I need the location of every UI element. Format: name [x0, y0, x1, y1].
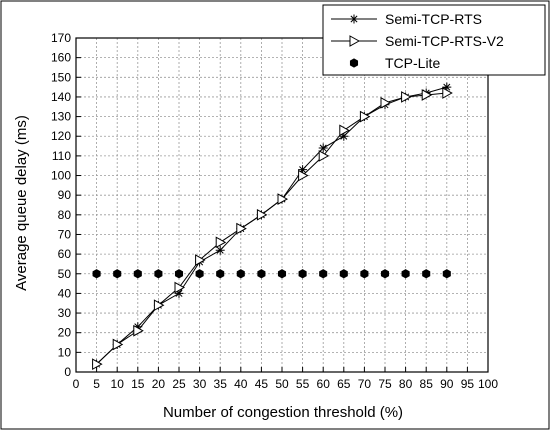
y-tick-label: 100	[51, 169, 71, 183]
hexagon-marker	[277, 269, 287, 279]
hexagon-marker	[113, 269, 122, 279]
hexagon-marker	[257, 269, 266, 279]
x-tick-label: 100	[478, 377, 498, 391]
x-tick-label: 80	[399, 377, 413, 391]
y-tick-label: 120	[51, 129, 71, 143]
triangle-marker	[298, 169, 309, 182]
x-tick-label: 10	[111, 377, 125, 391]
x-axis-title: Number of congestion threshold (%)	[163, 404, 403, 421]
triangle-marker	[359, 110, 371, 123]
triangle-marker	[349, 35, 361, 47]
triangle-marker	[92, 358, 103, 370]
x-tick-label: 95	[461, 377, 475, 391]
legend-label: Semi-TCP-RTS-V2	[385, 33, 504, 49]
triangle-marker	[277, 193, 289, 205]
y-tick-label: 170	[51, 31, 71, 45]
y-tick-label: 70	[58, 227, 72, 241]
hexagon-marker	[360, 269, 369, 279]
hexagon-marker	[154, 269, 163, 279]
triangle-marker	[215, 236, 227, 249]
y-tick-label: 80	[58, 208, 72, 222]
asterisk-marker	[133, 322, 143, 332]
hexagon-marker	[349, 58, 359, 68]
asterisk-marker	[349, 14, 359, 24]
triangle-marker	[153, 299, 165, 312]
triangle-marker	[380, 96, 392, 109]
x-tick-label: 85	[420, 377, 434, 391]
triangle-marker	[401, 91, 412, 103]
y-tick-label: 30	[58, 306, 72, 320]
series-group	[92, 82, 453, 370]
hexagon-marker	[133, 269, 142, 279]
hexagon-marker	[401, 269, 410, 279]
axes: 0 5 10 15 20 25 30 35 40 45 50 55 60 65 70 75 80 85 90 95 10…	[51, 31, 498, 391]
y-tick-label: 60	[58, 247, 72, 261]
x-tick-label: 20	[152, 377, 166, 391]
hexagon-marker	[195, 269, 204, 279]
y-tick-label: 10	[58, 345, 72, 359]
hexagon-marker	[422, 269, 431, 279]
hexagon-marker	[380, 269, 390, 279]
hexagon-marker	[319, 269, 328, 279]
triangle-marker	[112, 338, 124, 351]
y-tick-label: 40	[58, 286, 72, 300]
hexagon-marker	[236, 269, 245, 279]
x-tick-label: 35	[214, 377, 228, 391]
triangle-marker	[236, 222, 247, 235]
legend-box	[322, 4, 546, 76]
y-tick-label: 0	[64, 365, 71, 379]
x-tick-label: 5	[93, 377, 100, 391]
asterisk-marker	[318, 143, 328, 153]
asterisk-marker	[298, 165, 308, 175]
triangle-marker	[318, 150, 330, 162]
hexagon-marker	[339, 269, 348, 279]
y-tick-label: 140	[51, 90, 71, 104]
y-axis-title: Average queue delay (ms)	[13, 115, 30, 291]
triangle-marker	[174, 281, 186, 294]
triangle-marker	[339, 124, 350, 137]
y-tick-label: 20	[58, 326, 72, 340]
x-tick-label: 55	[296, 377, 310, 391]
triangle-marker	[442, 87, 453, 99]
hexagon-marker	[92, 269, 101, 279]
series-tcp-lite	[92, 269, 451, 279]
asterisk-marker	[339, 131, 349, 141]
x-tick-label: 30	[193, 377, 207, 391]
legend: Semi-TCP-RTS Semi-TCP-RTS-V2 TCP-Lite	[322, 4, 546, 76]
legend-label: Semi-TCP-RTS	[385, 11, 482, 27]
y-tick-label: 90	[58, 188, 72, 202]
y-tick-label: 50	[58, 267, 72, 281]
hexagon-marker	[174, 269, 184, 279]
hexagon-marker	[216, 269, 225, 279]
x-tick-label: 45	[255, 377, 269, 391]
x-tick-label: 90	[440, 377, 454, 391]
x-tick-label: 15	[131, 377, 145, 391]
asterisk-marker	[174, 288, 184, 298]
series-semi-tcp-rts-v2	[92, 87, 453, 370]
y-tick-label: 130	[51, 110, 71, 124]
x-tick-label: 0	[73, 377, 80, 391]
hexagon-marker	[442, 269, 451, 279]
x-tick-label: 65	[337, 377, 351, 391]
hexagon-marker	[298, 269, 307, 279]
y-tick-label: 150	[51, 70, 71, 84]
triangle-marker	[256, 208, 268, 221]
triangle-marker	[195, 254, 206, 266]
legend-label: TCP-Lite	[385, 55, 440, 71]
asterisk-marker	[442, 82, 452, 92]
x-tick-label: 40	[234, 377, 248, 391]
x-tick-label: 25	[172, 377, 186, 391]
asterisk-marker	[215, 245, 225, 255]
x-tick-label: 50	[275, 377, 289, 391]
triangle-marker	[133, 324, 144, 337]
y-tick-label: 110	[52, 149, 71, 163]
x-tick-label: 70	[358, 377, 372, 391]
x-tick-label: 75	[378, 377, 392, 391]
x-tick-label: 60	[317, 377, 331, 391]
y-tick-label: 160	[51, 51, 71, 65]
triangle-marker	[421, 89, 433, 101]
